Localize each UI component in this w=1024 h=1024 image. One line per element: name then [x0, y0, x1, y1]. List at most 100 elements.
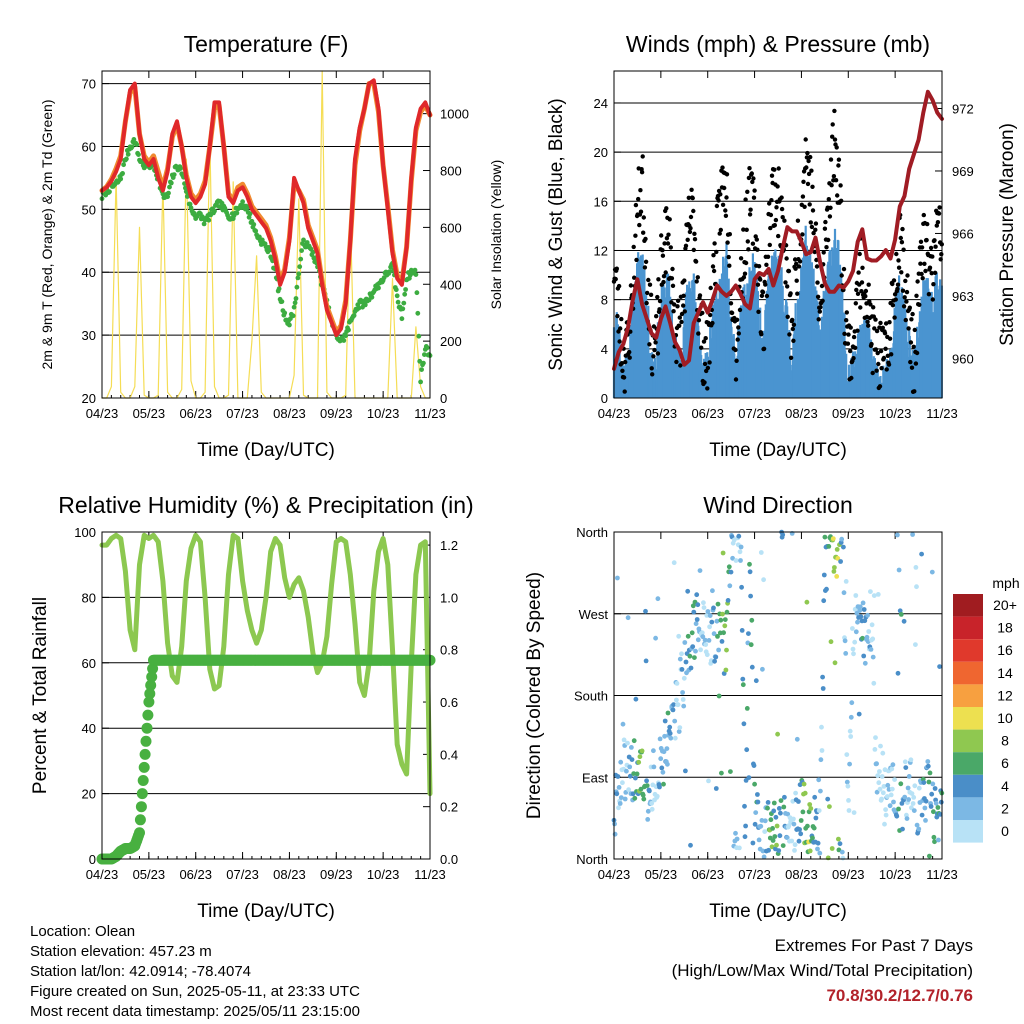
gust-point [761, 346, 767, 351]
direction-point [782, 794, 787, 800]
y-tick-label: 100 [74, 525, 96, 540]
direction-point [634, 771, 640, 777]
gust-point [815, 294, 821, 299]
gust-point [679, 311, 685, 317]
gust-point [851, 334, 857, 340]
direction-point [715, 634, 720, 639]
direction-point [807, 848, 813, 854]
gust-point [652, 347, 657, 353]
direction-point [898, 781, 904, 787]
legend-label: 6 [1001, 755, 1009, 771]
gust-point [665, 241, 671, 246]
gust-point [931, 282, 936, 287]
direction-point [902, 759, 908, 765]
direction-point [866, 629, 872, 634]
direction-point [895, 532, 900, 538]
x-tick-label: 10/23 [367, 867, 400, 882]
direction-point [889, 766, 895, 772]
gust-point [836, 163, 841, 168]
gust-point [659, 233, 664, 238]
direction-point [872, 747, 878, 752]
y-tick-label: West [579, 607, 609, 622]
x-tick-label: 07/23 [226, 406, 259, 421]
direction-point [853, 593, 859, 598]
gust-point [763, 282, 768, 287]
direction-point [820, 686, 826, 691]
direction-point [912, 783, 918, 789]
x-tick-label: 06/23 [691, 406, 724, 421]
direction-point [765, 805, 770, 811]
dewpoint-point [399, 316, 405, 322]
direction-point [701, 600, 706, 606]
direction-point [834, 547, 840, 552]
y-tick-label: 80 [82, 590, 96, 605]
direction-point [616, 805, 621, 811]
legend-label: 16 [997, 642, 1013, 658]
precip-point [137, 775, 149, 786]
gust-point [832, 137, 838, 142]
gust-point [672, 302, 677, 307]
gust-point [650, 372, 655, 377]
direction-point [897, 608, 903, 614]
direction-point [680, 690, 685, 695]
gust-point [924, 237, 929, 243]
direction-point [738, 544, 744, 550]
gust-point [800, 194, 806, 199]
legend-label: 10 [997, 710, 1013, 726]
direction-point [758, 823, 764, 829]
direction-point [775, 731, 780, 737]
direction-point [651, 748, 656, 754]
dewpoint-point [421, 360, 426, 366]
direction-point [741, 721, 747, 727]
precip-point [143, 696, 155, 708]
direction-point [913, 642, 918, 647]
direction-point [927, 770, 933, 776]
direction-point [622, 796, 628, 802]
gust-point [660, 248, 665, 253]
direction-point [704, 652, 710, 658]
direction-point [639, 748, 645, 754]
gust-point [918, 261, 923, 266]
direction-point [784, 835, 790, 840]
dewpoint-point [424, 345, 430, 351]
gust-point [935, 220, 941, 225]
gust-point [844, 310, 849, 315]
dewpoint-point [418, 379, 423, 385]
dewpoint-point [244, 205, 250, 210]
precip-point [140, 735, 152, 747]
legend-label: 0 [1001, 823, 1009, 839]
gust-point [701, 339, 707, 344]
direction-point [847, 728, 853, 734]
direction-point [618, 795, 624, 800]
direction-point [644, 778, 649, 784]
gust-point [824, 245, 829, 250]
gust-point [890, 281, 895, 287]
gust-point [748, 207, 753, 212]
gust-point [634, 257, 639, 263]
gust-point [883, 321, 889, 326]
gust-point [895, 286, 900, 292]
direction-point [824, 586, 829, 592]
gust-point [846, 332, 851, 337]
gust-point [895, 282, 901, 287]
gust-point [894, 251, 899, 257]
y2-tick-label: 1.0 [440, 590, 458, 605]
direction-point [683, 768, 688, 774]
direction-point [636, 759, 642, 765]
dewpoint-point [413, 272, 419, 277]
gust-point [671, 309, 676, 314]
gust-point [809, 168, 814, 173]
direction-point [842, 638, 848, 644]
gust-point [875, 350, 880, 356]
precip-point [144, 688, 156, 700]
direction-point [834, 574, 840, 579]
dewpoint-point [395, 299, 401, 305]
direction-point [880, 750, 886, 756]
direction-point [797, 827, 802, 832]
gust-point [788, 355, 794, 360]
direction-point [881, 784, 887, 789]
gust-point [809, 224, 815, 230]
y2-axis-label: Solar Insolation (Yellow) [488, 160, 504, 310]
precip-point [136, 788, 148, 800]
gust-point [880, 325, 885, 330]
